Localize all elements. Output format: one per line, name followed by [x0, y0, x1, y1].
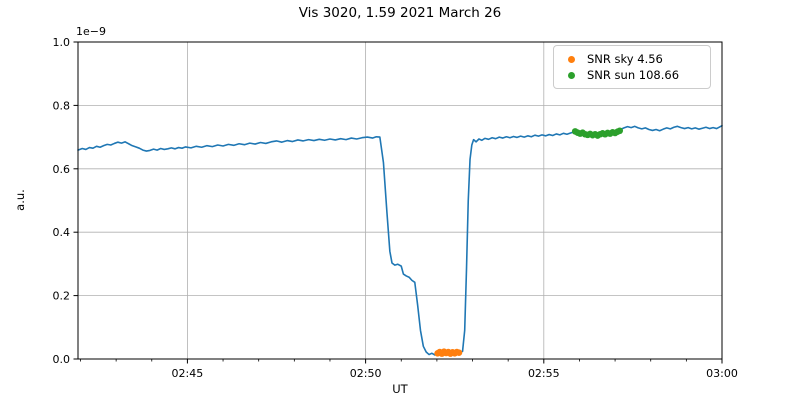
y-tick-label: 1.0	[53, 36, 71, 49]
legend-entry-sky: SNR sky 4.56	[554, 51, 710, 67]
y-tick-label: 0.8	[53, 99, 71, 112]
legend-label-sky: SNR sky 4.56	[587, 52, 663, 66]
y-axis-offset-label: 1e−9	[76, 25, 106, 38]
sky-marker-icon	[568, 55, 575, 63]
legend-label-sun: SNR sun 108.66	[587, 68, 680, 82]
snr-sky-markers-point	[455, 349, 463, 356]
snr-sun-markers-point	[616, 127, 624, 135]
x-tick-label: 02:55	[528, 367, 560, 380]
y-tick-label: 0.0	[53, 353, 71, 366]
x-tick-label: 03:00	[706, 367, 738, 380]
chart-title: Vis 3020, 1.59 2021 March 26	[298, 5, 502, 21]
y-tick-label: 0.6	[53, 163, 71, 176]
axes-frame	[77, 41, 723, 360]
y-tick-label: 0.4	[53, 226, 71, 239]
x-tick-label: 02:50	[350, 367, 382, 380]
y-axis-label: a.u.	[13, 189, 27, 211]
flux-curve	[77, 124, 723, 356]
y-tick-label: 0.2	[53, 290, 71, 303]
legend: SNR sky 4.56 SNR sun 108.66	[553, 45, 711, 89]
x-tick-label: 02:45	[172, 367, 204, 380]
legend-entry-sun: SNR sun 108.66	[554, 67, 710, 83]
x-axis-label: UT	[392, 382, 408, 396]
sun-marker-icon	[568, 71, 575, 79]
